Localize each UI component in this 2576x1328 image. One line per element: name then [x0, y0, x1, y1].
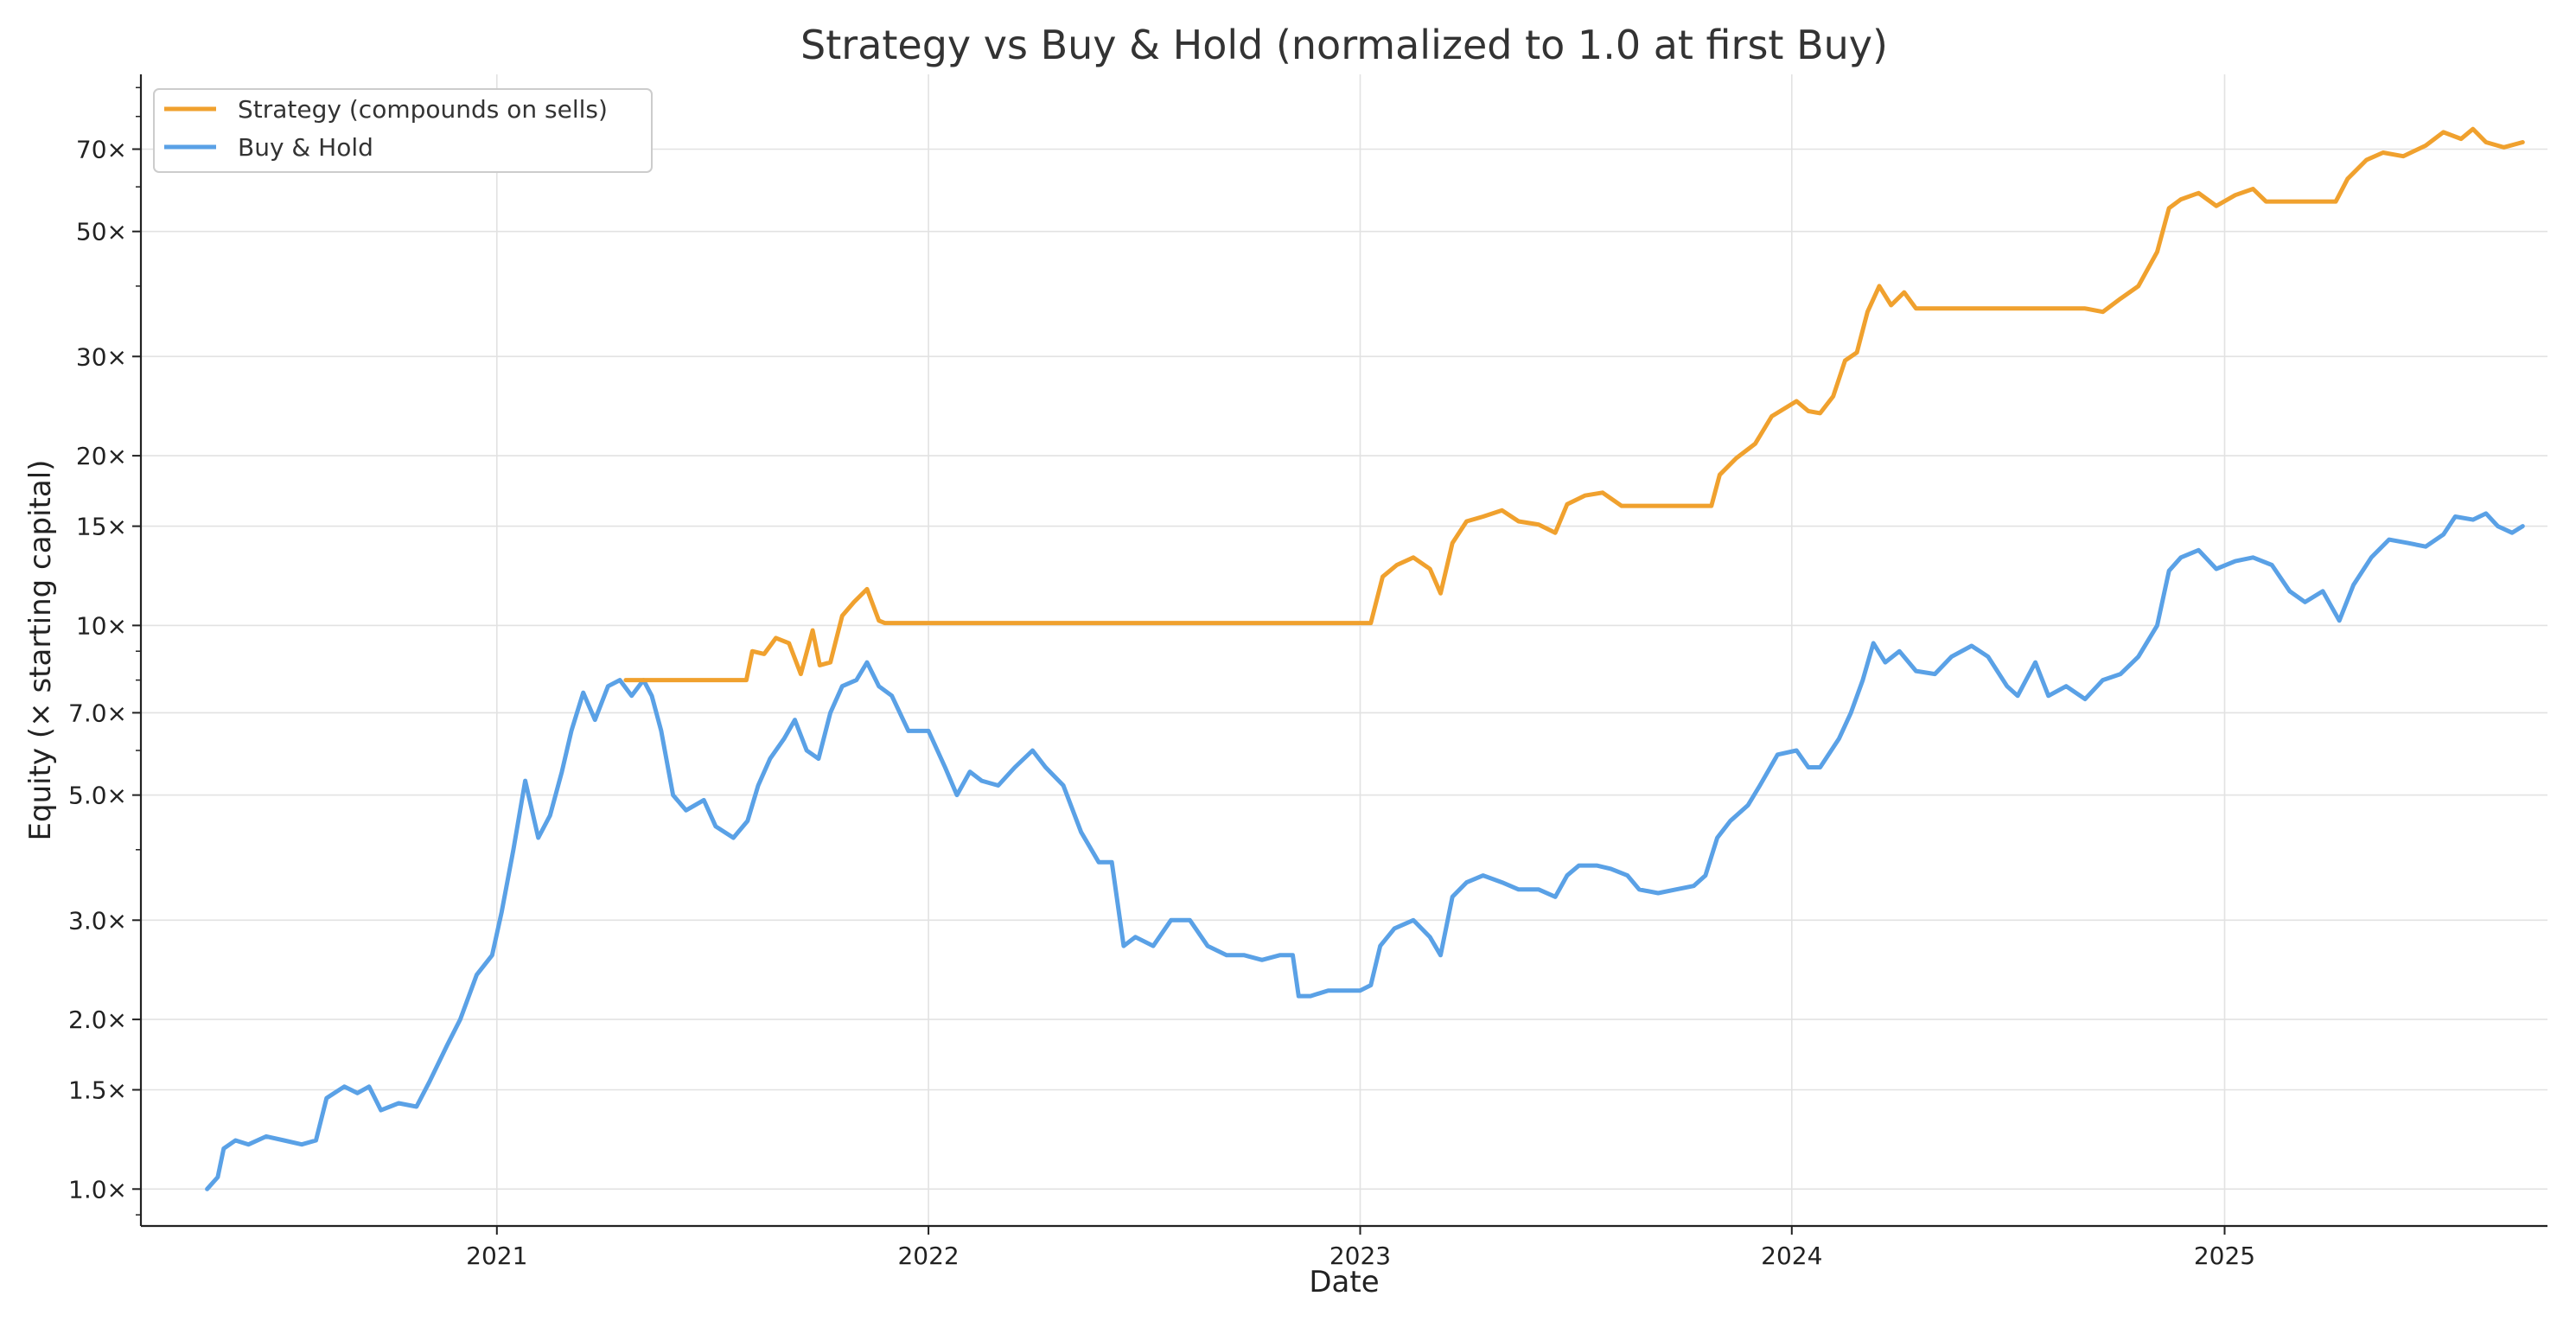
- chart-title: Strategy vs Buy & Hold (normalized to 1.…: [800, 22, 1888, 68]
- x-tick-label: 2022: [897, 1242, 959, 1270]
- y-tick-label: 7.0×: [68, 699, 127, 727]
- x-tick-label: 2024: [1761, 1242, 1822, 1270]
- y-tick-label: 3.0×: [68, 906, 127, 935]
- x-axis-label: Date: [1309, 1265, 1379, 1299]
- grid-lines: [141, 74, 2547, 1226]
- series-line-strategy-compounds-on-sells: [623, 126, 2525, 683]
- series-lines: [205, 126, 2525, 1191]
- x-tick-label: 2021: [466, 1242, 527, 1270]
- y-tick-label: 2.0×: [68, 1006, 127, 1034]
- y-axis-label: Equity (× starting capital): [23, 460, 58, 841]
- legend-box: [153, 88, 653, 173]
- x-tick-label: 2025: [2194, 1242, 2255, 1270]
- x-axis-ticks: 2021 2022 2023 2024 2025: [466, 1226, 2255, 1270]
- y-tick-label: 5.0×: [68, 782, 127, 810]
- y-tick-label: 1.0×: [68, 1175, 127, 1204]
- y-axis-ticks: 1.0× 1.5× 2.0× 3.0× 5.0× 7.0× 10× 15× 20× 30× 50× 7…: [68, 86, 141, 1216]
- y-tick-label: 50×: [76, 218, 127, 246]
- y-tick-label: 20×: [76, 442, 127, 470]
- legend: Strategy (compounds on sells) Buy & Hold: [153, 88, 653, 173]
- legend-label-strategy: Strategy (compounds on sells): [238, 95, 608, 124]
- y-tick-label: 15×: [76, 513, 127, 541]
- y-tick-label: 1.5×: [68, 1076, 127, 1105]
- x-tick-label: 2023: [1329, 1242, 1391, 1270]
- legend-label-buy-hold: Buy & Hold: [238, 133, 373, 162]
- y-tick-label: 30×: [76, 342, 127, 371]
- y-tick-label: 10×: [76, 611, 127, 640]
- y-tick-label: 70×: [76, 136, 127, 164]
- series-line-buy-hold: [205, 511, 2525, 1191]
